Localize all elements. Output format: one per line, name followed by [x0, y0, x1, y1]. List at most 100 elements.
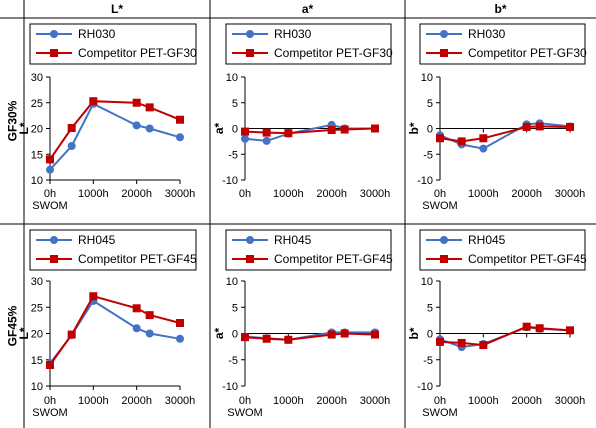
chart-panel-r1-c1: RH045 Competitor PET-GF45 -10 -5 0 5 10 0h 1000h… — [212, 229, 393, 419]
data-point — [241, 127, 249, 136]
x-tick-label: 0h — [44, 188, 56, 200]
x-tick-label: 0h — [434, 188, 446, 200]
legend-label: Competitor PET-GF45 — [274, 252, 393, 266]
chart-panel-r0-c2: RH030 Competitor PET-GF30 -10 -5 0 5 10 0h 1000h… — [407, 23, 587, 212]
row-header-gf30-label: GF30% — [5, 100, 19, 142]
y-tick-label: -10 — [417, 381, 433, 393]
legend-label: Competitor PET-GF30 — [274, 46, 393, 60]
data-point — [340, 125, 349, 134]
x-tick-label: 3000h — [165, 395, 196, 407]
x-tick-label: 2000h — [511, 188, 542, 200]
column-header-l: L* — [111, 2, 123, 16]
column-header-b: b* — [494, 2, 507, 16]
x-tick-label: 2000h — [316, 395, 347, 407]
x-tick-label: 0h — [434, 395, 446, 407]
legend-label: RH030 — [78, 27, 116, 41]
y-axis-label: b* — [407, 122, 421, 134]
x-tick-label: 0h — [239, 188, 251, 200]
y-tick-label: 25 — [31, 98, 43, 110]
legend-marker — [246, 255, 254, 263]
y-axis-label: L* — [17, 122, 31, 134]
x-tick-label: 2000h — [511, 395, 542, 407]
y-tick-label: -5 — [228, 149, 238, 161]
legend-label: Competitor PET-GF45 — [78, 252, 197, 266]
data-point — [284, 335, 293, 344]
legend-label: RH030 — [274, 27, 312, 41]
row-header-gf30: GF30% — [0, 18, 24, 224]
legend-marker — [50, 236, 58, 244]
data-point — [67, 142, 76, 151]
data-point — [176, 334, 184, 343]
y-tick-label: 5 — [232, 302, 238, 314]
y-axis-label: L* — [17, 327, 31, 339]
x-tick-label: 1000h — [468, 395, 499, 407]
x-tick-label: 3000h — [165, 188, 196, 200]
series-line-primary — [49, 102, 181, 171]
data-point — [145, 103, 154, 112]
legend-label: RH030 — [468, 27, 506, 41]
x-axis-note: SWOM — [422, 407, 457, 419]
legend-box — [419, 23, 586, 65]
x-tick-label: 3000h — [360, 395, 391, 407]
x-tick-label: 3000h — [555, 395, 586, 407]
data-point — [436, 134, 444, 143]
y-tick-label: 15 — [31, 355, 43, 367]
y-tick-label: 10 — [421, 72, 433, 84]
legend-label: Competitor PET-GF30 — [78, 46, 197, 60]
legend-marker — [50, 49, 58, 57]
row-header-gf45-label: GF45% — [5, 305, 19, 347]
data-point — [522, 322, 531, 331]
x-tick-label: 2000h — [121, 188, 152, 200]
data-point — [46, 165, 54, 174]
data-point — [479, 134, 488, 143]
data-point — [89, 292, 98, 301]
legend-marker — [50, 255, 58, 263]
data-point — [566, 122, 574, 131]
legend-label: RH045 — [468, 233, 506, 247]
data-point — [132, 324, 141, 333]
data-point — [371, 330, 379, 339]
data-point — [132, 121, 141, 130]
y-axis-label: a* — [212, 122, 226, 134]
x-tick-label: 2000h — [121, 395, 152, 407]
data-point — [566, 326, 574, 335]
legend-marker — [440, 30, 448, 38]
data-point — [327, 126, 336, 135]
column-header-a: a* — [301, 2, 314, 16]
data-point — [241, 333, 249, 342]
x-axis-note: SWOM — [422, 200, 457, 212]
data-point — [535, 324, 544, 333]
data-point — [457, 137, 466, 146]
x-tick-label: 1000h — [273, 188, 304, 200]
y-tick-label: 0 — [232, 124, 238, 136]
data-point — [262, 334, 271, 343]
legend-marker — [246, 49, 254, 57]
legend-box — [29, 23, 197, 65]
data-point — [457, 338, 466, 347]
y-tick-label: 30 — [31, 72, 43, 84]
x-tick-label: 0h — [44, 395, 56, 407]
x-axis-note: SWOM — [32, 200, 67, 212]
data-point — [436, 337, 444, 346]
y-tick-label: 25 — [31, 302, 43, 314]
data-point — [145, 124, 154, 133]
y-tick-label: 20 — [31, 329, 43, 341]
y-tick-label: 10 — [421, 276, 433, 288]
chart-panel-r0-c1: RH030 Competitor PET-GF30 -10 -5 0 5 10 0h 1000h… — [212, 23, 393, 200]
series-line-competitor — [49, 295, 181, 366]
data-point — [371, 124, 379, 133]
x-tick-label: 1000h — [78, 395, 109, 407]
data-point — [145, 311, 154, 320]
row-header-gf45: GF45% — [0, 224, 24, 428]
legend-label: Competitor PET-GF30 — [468, 46, 587, 60]
y-axis-label: b* — [407, 327, 421, 339]
chart-panel-r1-c0: RH045 Competitor PET-GF45 10 15 20 25 30 0h 1000… — [17, 229, 197, 419]
legend-box — [419, 229, 586, 271]
legend-box — [225, 229, 392, 271]
legend-box — [29, 229, 197, 271]
legend-label: RH045 — [274, 233, 312, 247]
data-point — [284, 129, 293, 138]
data-point — [132, 304, 141, 313]
y-tick-label: 0 — [427, 329, 433, 341]
